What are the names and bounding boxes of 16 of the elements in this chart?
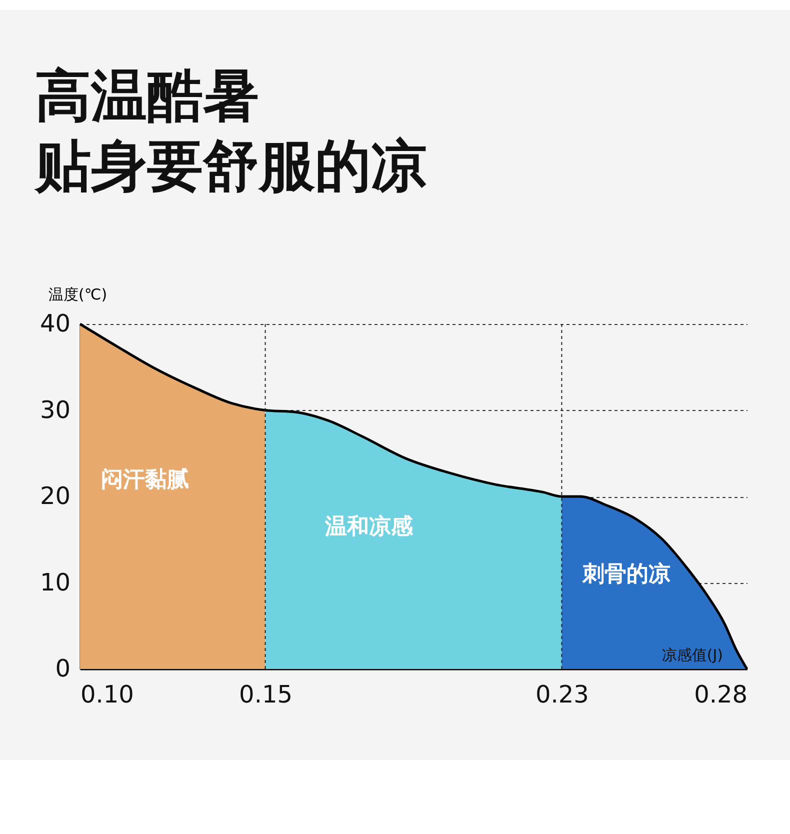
x-tick-label: 0.23 — [536, 680, 589, 708]
chart-subtitle: 贴身要舒服的凉 — [33, 134, 427, 199]
y-axis-title: 温度(℃) — [48, 286, 108, 304]
y-tick-label: 30 — [40, 396, 70, 424]
series-label: 刺骨的凉 — [582, 561, 671, 588]
x-tick-label: 0.28 — [694, 680, 748, 708]
y-tick-label: 0 — [55, 654, 70, 682]
x-tick-label: 0.15 — [239, 680, 292, 708]
y-tick-label: 10 — [40, 568, 70, 596]
chart-title: 高温酷暑 — [35, 64, 259, 129]
series-label: 温和凉感 — [324, 514, 414, 540]
x-tick-label: 0.10 — [80, 680, 134, 708]
series-label: 闷汗黏腻 — [100, 467, 189, 492]
y-tick-label: 40 — [40, 310, 70, 338]
x-axis-title: 凉感值(J) — [662, 646, 723, 664]
y-tick-label: 20 — [40, 482, 70, 510]
